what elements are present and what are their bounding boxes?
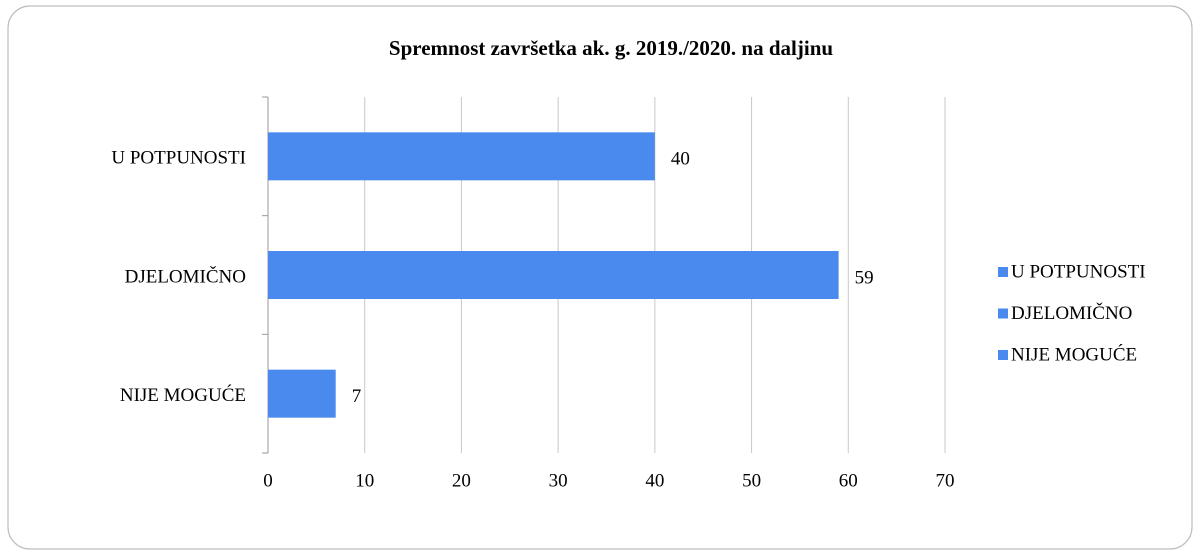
- bar: [268, 132, 655, 181]
- x-tick-label: 20: [452, 470, 471, 491]
- legend-label: U POTPUNOSTI: [1011, 261, 1146, 282]
- x-tick-label: 70: [936, 470, 955, 491]
- legend-label: NIJE MOGUĆE: [1011, 343, 1137, 365]
- data-label: 7: [352, 386, 362, 407]
- y-tick-label: U POTPUNOSTI: [111, 148, 246, 169]
- bar: [268, 251, 839, 299]
- x-tick-label: 10: [355, 470, 374, 491]
- legend-label: DJELOMIČNO: [1011, 302, 1132, 324]
- legend-swatch: [998, 350, 1008, 360]
- bar: [268, 369, 336, 418]
- x-tick-label: 0: [263, 470, 273, 491]
- chart-title: Spremnost završetka ak. g. 2019./2020. n…: [389, 36, 833, 60]
- x-tick-label: 30: [549, 470, 568, 491]
- x-tick-label: 50: [742, 470, 761, 491]
- data-label: 40: [671, 149, 690, 170]
- y-tick-label: DJELOMIČNO: [125, 265, 246, 287]
- legend-swatch: [998, 267, 1008, 277]
- data-label: 59: [855, 267, 874, 288]
- y-tick-label: NIJE MOGUĆE: [120, 384, 246, 406]
- x-tick-label: 40: [645, 470, 664, 491]
- x-tick-label: 60: [839, 470, 858, 491]
- legend-swatch: [998, 308, 1008, 319]
